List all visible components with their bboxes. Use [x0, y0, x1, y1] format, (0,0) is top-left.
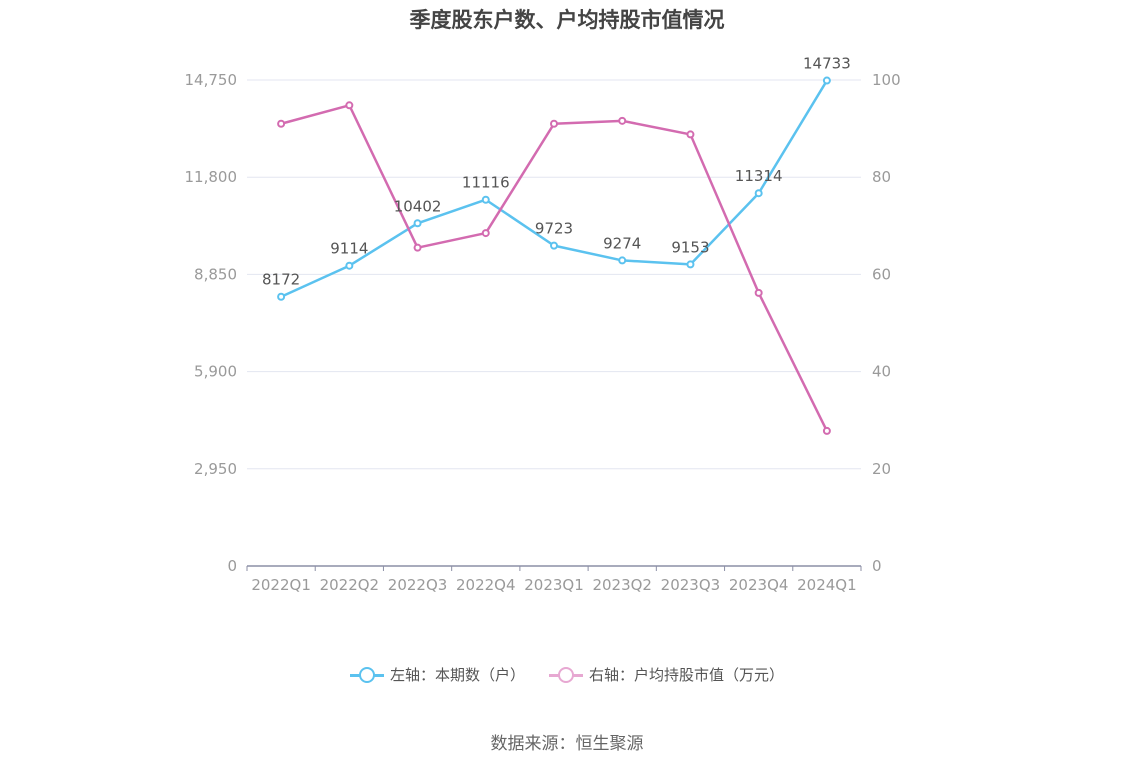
data-label: 9153	[671, 238, 709, 256]
series-points	[277, 76, 831, 435]
right-axis-tick-label: 0	[872, 557, 882, 575]
x-axis-tick-label: 2022Q2	[320, 576, 380, 594]
source-note: 数据来源：恒生聚源	[490, 734, 644, 754]
left-axis-tick-label: 8,850	[194, 265, 237, 283]
data-label: 9114	[330, 240, 368, 258]
series-point-left	[345, 261, 354, 270]
data-label: 14733	[803, 55, 851, 73]
left-axis-tick-label: 2,950	[194, 460, 237, 478]
legend: 左轴：本期数（户） 右轴：户均持股市值（万元）	[0, 664, 1134, 685]
right-axis-tick-label: 80	[872, 168, 891, 186]
series-point-right	[481, 229, 490, 238]
x-axis-tick-label: 2023Q1	[524, 576, 584, 594]
x-axis-tick-label: 2022Q4	[456, 576, 516, 594]
series-point-right	[277, 119, 286, 128]
left-axis-tick-label: 5,900	[194, 363, 237, 381]
x-axis-tick-label: 2023Q4	[729, 576, 789, 594]
series-point-left	[754, 189, 763, 198]
chart-title: 季度股东户数、户均持股市值情况	[409, 9, 725, 32]
series-point-left	[822, 76, 831, 85]
series-point-left	[277, 292, 286, 301]
grid-lines	[247, 79, 861, 470]
data-label: 11116	[462, 174, 510, 192]
legend-label: 右轴：户均持股市值（万元）	[589, 666, 785, 684]
x-axis-tick-label: 2023Q2	[592, 576, 652, 594]
legend-label: 左轴：本期数（户）	[389, 666, 525, 684]
left-axis-tick-label: 11,800	[185, 168, 238, 186]
axes: 0 2,950 5,900 8,850 11,800 14,750 0 20 40 60 80 100…	[185, 71, 901, 594]
series-point-right	[754, 288, 763, 297]
x-axis-tick-label: 2022Q1	[251, 576, 311, 594]
series-point-right	[686, 130, 695, 139]
series-point-right	[550, 119, 558, 128]
right-axis-tick-label: 20	[872, 460, 891, 478]
data-label: 8172	[262, 271, 300, 289]
series-point-left	[618, 256, 627, 265]
legend-line-icon	[549, 665, 583, 685]
left-axis-tick-label: 0	[227, 557, 237, 575]
series-point-left	[413, 219, 422, 228]
right-axis-tick-label: 100	[872, 71, 901, 89]
right-axis-tick-label: 60	[872, 265, 891, 283]
series-point-right	[618, 116, 627, 125]
x-axis-tick-label: 2023Q3	[661, 576, 721, 594]
data-labels: 8172 9114 10402 11116 9723 9274 9153 11314 14733	[262, 55, 851, 289]
x-axis-tick-label: 2022Q3	[388, 576, 448, 594]
series-point-right	[822, 426, 831, 435]
series-point-left	[481, 195, 490, 204]
series-line-right	[280, 104, 829, 432]
series-point-left	[686, 260, 695, 269]
data-label: 11314	[735, 167, 783, 185]
chart-area: 0 2,950 5,900 8,850 11,800 14,750 0 20 40 60 80 100…	[185, 55, 901, 594]
series-point-right	[413, 243, 422, 252]
data-label: 9274	[603, 234, 641, 252]
left-axis-tick-label: 14,750	[185, 71, 238, 89]
series-point-left	[550, 241, 558, 250]
x-axis-tick-label: 2024Q1	[797, 576, 857, 594]
right-axis-tick-label: 40	[872, 363, 891, 381]
legend-line-icon	[349, 665, 384, 685]
legend-item-left-series[interactable]: 左轴：本期数（户）	[349, 664, 525, 685]
series-point-right	[345, 101, 354, 110]
data-label: 10402	[394, 197, 442, 215]
legend-item-right-series[interactable]: 右轴：户均持股市值（万元）	[549, 664, 784, 685]
data-label: 9723	[535, 220, 573, 238]
